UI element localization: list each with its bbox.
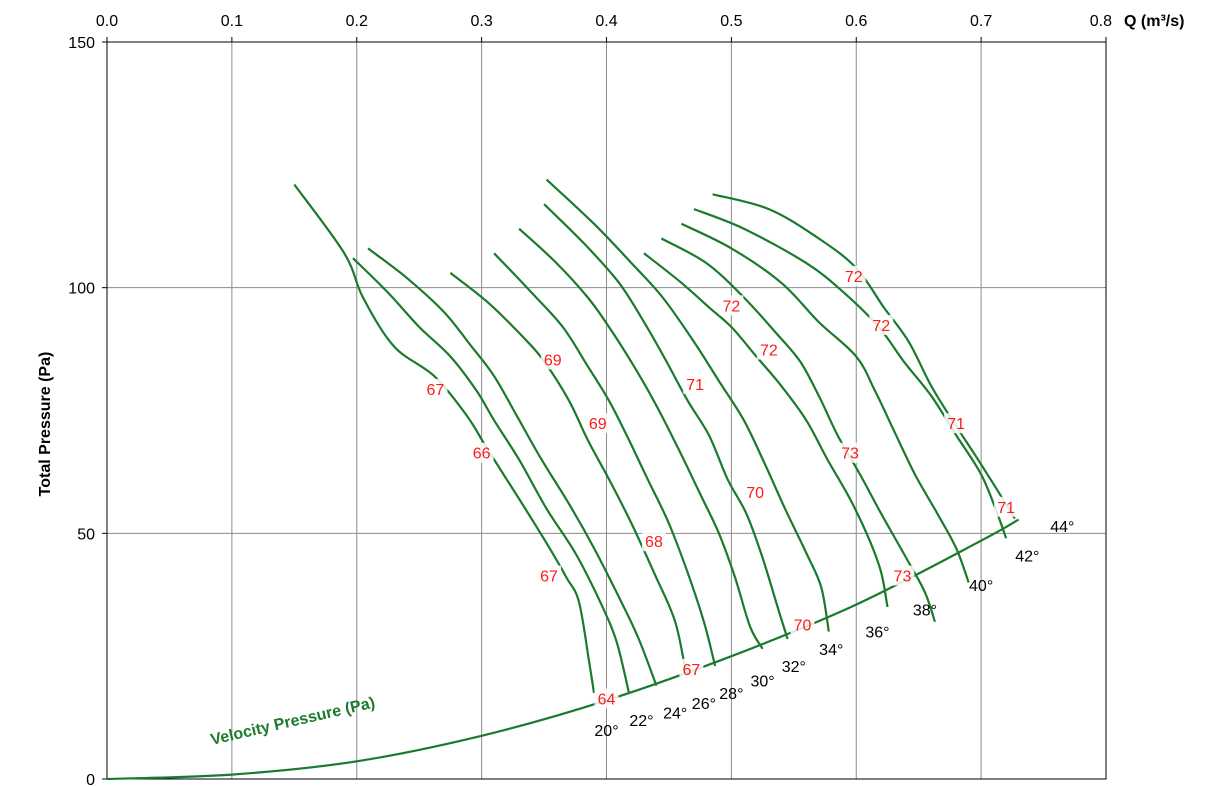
efficiency-label-bg (641, 531, 666, 552)
blade-angle-label: 42° (1015, 548, 1039, 565)
y-tick-label: 0 (86, 772, 95, 787)
blade-angle-label: 32° (782, 659, 806, 676)
x-axis-label: Q (m³/s) (1124, 13, 1184, 30)
efficiency-label-bg (790, 614, 815, 635)
y-tick-label: 100 (68, 281, 95, 298)
efficiency-label: 68 (645, 534, 663, 551)
blade-angle-label: 26° (692, 696, 716, 713)
efficiency-label: 73 (841, 446, 859, 463)
x-tick-label: 0.2 (346, 13, 368, 30)
blade-angle-curves (293, 178, 1016, 694)
curve-44deg (712, 193, 1016, 520)
blade-angle-label: 38° (913, 602, 937, 619)
x-tick-label: 0.4 (595, 13, 617, 30)
x-tick-label: 0.1 (221, 13, 243, 30)
axis-ticks: 0.0 0.1 0.2 0.3 0.4 0.5 0.6 0.7 0.8 0 50 100 150 (68, 13, 1112, 787)
efficiency-label: 72 (845, 269, 863, 286)
efficiency-label: 67 (540, 569, 558, 586)
efficiency-label-bg (423, 378, 448, 399)
velocity-pressure-label: Velocity Pressure (Pa) (209, 695, 377, 749)
efficiency-label: 71 (997, 500, 1015, 517)
x-tick-label: 0.6 (845, 13, 867, 30)
curve-28deg (493, 252, 717, 667)
efficiency-label: 73 (894, 569, 912, 586)
blade-angle-label: 36° (865, 625, 889, 642)
efficiency-label: 72 (872, 318, 890, 335)
curve-36deg (643, 252, 889, 608)
x-tick-label: 0.3 (471, 13, 493, 30)
curve-22deg (352, 257, 631, 694)
efficiency-label-bg (594, 688, 619, 709)
efficiency-label: 71 (947, 416, 965, 433)
efficiency-label-bg (756, 339, 781, 360)
y-tick-label: 150 (68, 35, 95, 52)
efficiency-label-bg (841, 265, 866, 286)
efficiency-label: 69 (544, 352, 562, 369)
efficiency-label: 64 (598, 691, 616, 708)
y-axis-label: Total Pressure (Pa) (37, 352, 54, 497)
efficiency-label: 71 (686, 377, 704, 394)
efficiency-label: 67 (427, 382, 445, 399)
efficiency-label-bg (890, 565, 915, 586)
efficiency-label: 66 (473, 446, 491, 463)
efficiency-label-bg (944, 413, 969, 434)
efficiency-label-bg (719, 295, 744, 316)
blade-angle-labels: 20° 22° 24° 26°28° 30° 32° 34° 36° 38° 40° 42° 44° (594, 519, 1074, 740)
efficiency-label-bg (743, 482, 768, 503)
curve-30deg (518, 227, 764, 650)
efficiency-label: 70 (794, 618, 812, 635)
blade-angle-label: 28° (719, 686, 743, 703)
blade-angle-label: 20° (594, 723, 618, 740)
efficiency-label-bg (994, 496, 1019, 517)
x-tick-label: 0.7 (970, 13, 992, 30)
efficiency-label: 69 (589, 416, 607, 433)
blade-angle-label: 22° (629, 713, 653, 730)
efficiency-labels: 67 66 67 64 69 69 68 67 71 70 70 72 72 73 73 72 72 71 71 (423, 265, 1019, 709)
curve-38deg (660, 237, 936, 623)
blade-angle-label: 40° (969, 578, 993, 595)
curve-40deg (680, 222, 970, 583)
velocity-pressure-curve: Velocity Pressure (Pa) (106, 518, 1020, 781)
grid (106, 41, 1107, 780)
curve-32deg (543, 203, 789, 640)
blade-angle-label: 34° (819, 642, 843, 659)
efficiency-label-bg (540, 349, 565, 370)
efficiency-label-bg (469, 442, 494, 463)
efficiency-label: 67 (683, 662, 701, 679)
curve-26deg (449, 272, 688, 677)
blade-angle-label: 30° (750, 674, 774, 691)
efficiency-label-bg (683, 373, 708, 394)
efficiency-label-bg (537, 565, 562, 586)
curve-34deg (545, 178, 830, 632)
x-tick-label: 0.8 (1090, 13, 1112, 30)
efficiency-label-bg (838, 442, 863, 463)
efficiency-label-bg (585, 413, 610, 434)
efficiency-label: 70 (746, 485, 764, 502)
blade-angle-label: 24° (663, 706, 687, 723)
curve-42deg (693, 208, 1008, 539)
x-tick-label: 0.0 (96, 13, 118, 30)
blade-angle-label: 44° (1050, 519, 1074, 536)
curve-20deg (293, 183, 596, 694)
curve-24deg (367, 247, 658, 686)
efficiency-label: 72 (760, 343, 778, 360)
efficiency-label-bg (679, 658, 704, 679)
y-tick-label: 50 (77, 526, 95, 543)
efficiency-label-bg (869, 314, 894, 335)
x-tick-label: 0.5 (720, 13, 742, 30)
efficiency-label: 72 (722, 298, 740, 315)
